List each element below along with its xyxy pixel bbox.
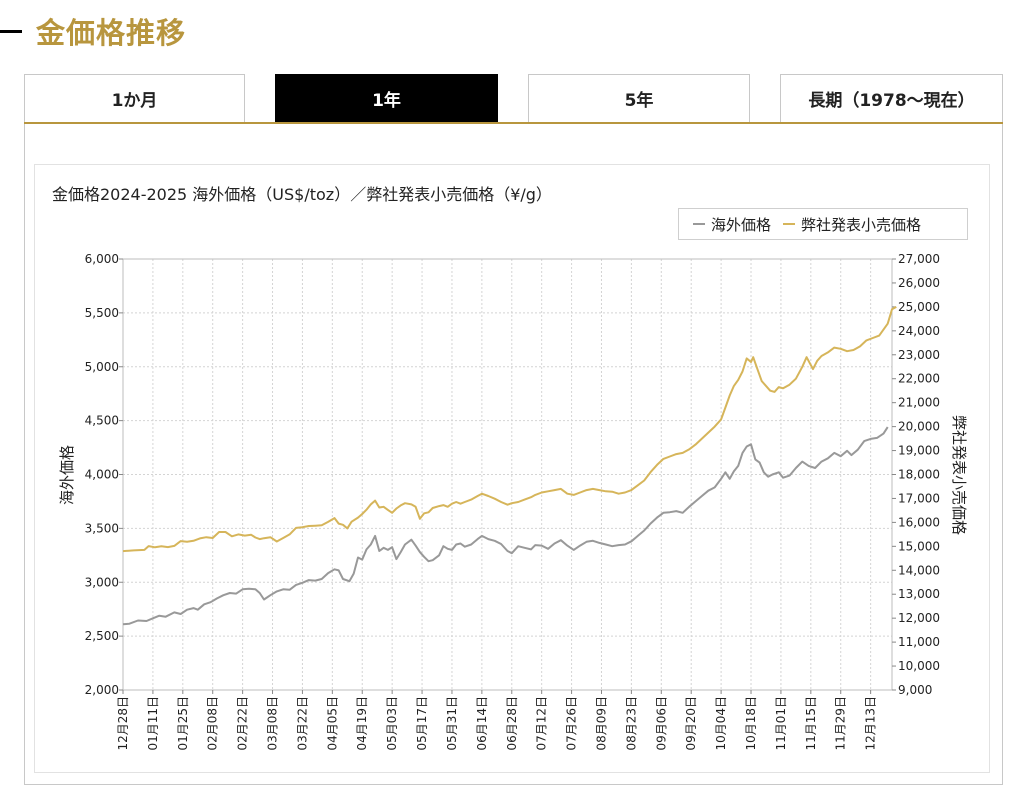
y-right-tick-label: 17,000 [898, 491, 940, 505]
y-right-tick-label: 27,000 [898, 252, 940, 266]
page-title: 金価格推移 [36, 16, 187, 50]
y-right-tick-label: 12,000 [898, 611, 940, 625]
x-tick-label: 05月31日 [445, 696, 459, 751]
x-tick-label: 07月26日 [565, 696, 579, 751]
legend-swatch-retail [783, 223, 796, 225]
x-tick-label: 12月28日 [116, 696, 130, 751]
x-tick-label: 01月25日 [176, 696, 190, 751]
y-left-tick-label: 5,500 [85, 306, 119, 320]
x-tick-label: 03月08日 [266, 696, 280, 751]
tab-underline [24, 122, 1003, 124]
x-tick-label: 03月22日 [295, 696, 309, 751]
y-right-tick-label: 25,000 [898, 300, 940, 314]
y-right-tick-label: 11,000 [898, 635, 940, 649]
y-left-tick-label: 4,500 [85, 414, 119, 428]
x-tick-label: 11月01日 [774, 696, 788, 751]
legend-swatch-overseas [693, 223, 705, 225]
x-tick-label: 07月12日 [535, 696, 549, 751]
x-tick-label: 11月29日 [834, 696, 848, 751]
y-left-tick-label: 2,000 [85, 683, 119, 697]
y-right-tick-label: 9,000 [898, 683, 932, 697]
x-tick-label: 04月19日 [355, 696, 369, 751]
x-tick-label: 02月08日 [206, 696, 220, 751]
legend-item-overseas[interactable]: 海外価格 [693, 214, 771, 235]
x-tick-label: 05月17日 [415, 696, 429, 751]
tab-1-year[interactable]: 1年 [275, 74, 498, 122]
x-tick-label: 04月05日 [325, 696, 339, 751]
series-line-retail [122, 306, 897, 553]
x-tick-label: 08月09日 [594, 696, 608, 751]
y-right-tick-label: 10,000 [898, 659, 940, 673]
y-right-axis-title: 弊社発表小売価格 [950, 415, 968, 535]
y-left-tick-label: 2,500 [85, 629, 119, 643]
x-tick-label: 02月22日 [236, 696, 250, 751]
x-tick-label: 06月28日 [505, 696, 519, 751]
tab-long-term[interactable]: 長期（1978〜現在） [780, 74, 1003, 122]
chart-title: 金価格2024-2025 海外価格（US$/toz）／弊社発表小売価格（¥/g） [52, 185, 552, 204]
y-left-tick-label: 4,000 [85, 468, 119, 482]
chart-legend: 海外価格 弊社発表小売価格 [678, 208, 968, 240]
y-right-tick-label: 24,000 [898, 324, 940, 338]
legend-label-overseas: 海外価格 [711, 215, 772, 234]
x-tick-label: 08月23日 [624, 696, 638, 751]
x-tick-label: 01月11日 [146, 696, 160, 751]
y-right-tick-label: 13,000 [898, 587, 940, 601]
y-left-tick-label: 3,000 [85, 575, 119, 589]
title-accent-bar [0, 30, 22, 33]
y-left-tick-label: 6,000 [85, 252, 119, 266]
x-tick-label: 09月06日 [654, 696, 668, 751]
x-tick-label: 11月15日 [804, 696, 818, 751]
x-tick-label: 05月03日 [385, 696, 399, 751]
x-tick-label: 06月14日 [475, 696, 489, 751]
y-right-tick-label: 21,000 [898, 396, 940, 410]
y-right-tick-label: 22,000 [898, 372, 940, 386]
y-right-tick-label: 23,000 [898, 348, 940, 362]
tab-1-month[interactable]: 1か月 [24, 74, 245, 122]
x-tick-label: 09月20日 [684, 696, 698, 751]
y-right-tick-label: 19,000 [898, 444, 940, 458]
x-tick-label: 10月18日 [744, 696, 758, 751]
y-right-tick-label: 14,000 [898, 563, 940, 577]
y-right-tick-label: 18,000 [898, 468, 940, 482]
y-right-tick-label: 20,000 [898, 420, 940, 434]
y-left-tick-label: 5,000 [85, 360, 119, 374]
y-left-tick-label: 3,500 [85, 521, 119, 535]
legend-item-retail[interactable]: 弊社発表小売価格 [783, 214, 921, 235]
series-line-overseas [122, 426, 889, 626]
y-right-tick-label: 16,000 [898, 515, 940, 529]
x-tick-label: 10月04日 [714, 696, 728, 751]
y-right-tick-label: 26,000 [898, 276, 940, 290]
y-right-tick-label: 15,000 [898, 539, 940, 553]
x-tick-label: 12月13日 [864, 696, 878, 751]
period-tabs: 1か月 1年 5年 長期（1978〜現在） [24, 74, 1003, 124]
y-left-axis-title: 海外価格 [58, 445, 76, 505]
tab-5-years[interactable]: 5年 [528, 74, 750, 122]
legend-label-retail: 弊社発表小売価格 [801, 215, 922, 234]
